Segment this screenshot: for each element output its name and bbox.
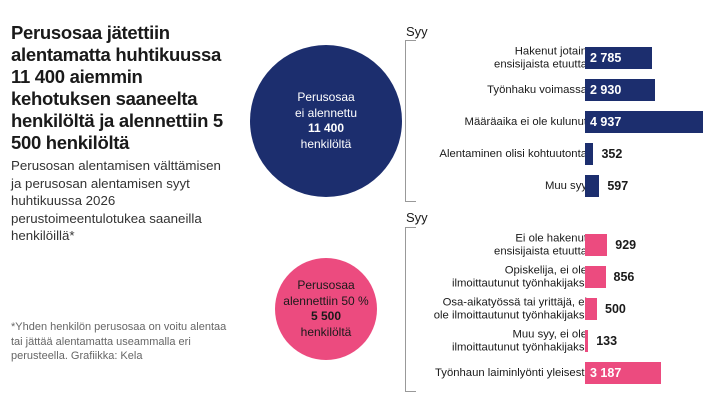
reasons-chart-reduced: Ei ole hakenut ensisijaista etuutta 929 Opi… xyxy=(405,227,720,392)
category-label-line: Määräaika ei ole kulunut xyxy=(464,115,587,128)
category-label-line: Hakenut jotain xyxy=(514,45,587,58)
category-label: Työnhaun laiminlyönti yleisesti xyxy=(435,367,587,380)
axis-title-reduced: Syy xyxy=(406,210,428,225)
circle-unit: henkilöltä xyxy=(300,324,352,339)
subtitle: Perusosan alentamisen välttämisen ja per… xyxy=(11,158,221,243)
category-label: Opiskelija, ei ole ilmoittautunut työnhak… xyxy=(452,265,587,290)
value-label: 2 930 xyxy=(590,83,622,97)
value-label: 133 xyxy=(596,334,618,348)
category-label-line: ensisijaista etuutta xyxy=(494,245,587,257)
bar xyxy=(585,175,600,197)
category-label-line: Ei ole hakenut xyxy=(515,232,587,245)
category-label-line: ensisijaista etuutta xyxy=(494,58,587,70)
circle-count: 5 500 xyxy=(310,309,342,323)
bar-row: Opiskelija, ei ole ilmoittautunut työnhak… xyxy=(405,262,720,292)
category-label: Hakenut jotain ensisijaista etuutta xyxy=(494,46,587,71)
circle-label-line2: ei alennettu xyxy=(294,105,358,120)
bar-row: Muu syy, ei ole ilmoittautunut työnhakija… xyxy=(405,326,720,356)
bar-row: Alentaminen olisi kohtuutonta 352 xyxy=(405,139,720,169)
value-label: 856 xyxy=(613,270,635,284)
bar xyxy=(585,266,606,288)
bar-row: Ei ole hakenut ensisijaista etuutta 929 xyxy=(405,230,720,260)
value-label: 4 937 xyxy=(590,115,622,129)
bar-row: Hakenut jotain ensisijaista etuutta 2 785 xyxy=(405,43,720,73)
reduced-circle: Perusosaa alennettiin 50 % 5 500 henkilö… xyxy=(275,258,377,360)
bar-row: Työnhaku voimassa 2 930 xyxy=(405,75,720,105)
bar xyxy=(585,234,608,256)
category-label: Työnhaku voimassa xyxy=(487,84,587,97)
bar xyxy=(585,111,704,133)
category-label-line: Alentaminen olisi kohtuutonta xyxy=(439,147,587,160)
value-label: 500 xyxy=(605,302,626,316)
category-label-line: ilmoittautunut työnhakijaksi xyxy=(451,341,587,353)
bar xyxy=(585,47,652,69)
bar-row: Määräaika ei ole kulunut 4 937 xyxy=(405,107,720,137)
value-label: 352 xyxy=(601,147,623,161)
circle-unit: henkilöltä xyxy=(300,136,352,151)
category-label-line: Muu syy, ei ole xyxy=(512,328,587,341)
footnote: *Yhden henkilön perusosaa on voitu alent… xyxy=(11,321,227,362)
category-label-line: Osa-aikatyössä tai yrittäjä, ei xyxy=(442,296,587,309)
bracket-line xyxy=(405,40,416,202)
category-label-line: Muu syy xyxy=(544,179,587,192)
bar xyxy=(585,79,656,101)
category-label: Muu syy, ei ole ilmoittautunut työnhakija… xyxy=(452,329,587,354)
not-reduced-circle: Perusosaa ei alennettu 11 400 henkilöltä xyxy=(250,45,402,197)
category-label: Alentaminen olisi kohtuutonta xyxy=(439,148,587,161)
bar-row: Osa-aikatyössä tai yrittäjä, ei ole ilmoi… xyxy=(405,294,720,324)
category-label-line: Työnhaun laiminlyönti yleisesti xyxy=(435,366,587,379)
bar-row: Muu syy 597 xyxy=(405,171,720,201)
category-label: Osa-aikatyössä tai yrittäjä, ei ole ilmoi… xyxy=(434,297,587,322)
category-label-line: ilmoittautunut työnhakijaksi xyxy=(451,277,587,289)
category-label-line: Työnhaku voimassa xyxy=(487,83,587,96)
headline: Perusosaa jätettiin alentamatta huhtikuu… xyxy=(11,22,223,153)
circle-label-line1: Perusosaa xyxy=(297,90,355,104)
circle-label-line2: alennettiin 50 % xyxy=(283,293,369,308)
bar xyxy=(585,362,662,384)
value-label: 929 xyxy=(615,238,637,252)
category-label: Ei ole hakenut ensisijaista etuutta xyxy=(494,233,587,258)
circle-label-line1: Perusosaa xyxy=(297,278,355,292)
value-label: 597 xyxy=(607,179,629,193)
bracket-line xyxy=(405,227,416,392)
bar xyxy=(585,143,594,165)
category-label: Muu syy xyxy=(545,180,587,193)
bar xyxy=(585,330,589,352)
bar-row: Työnhaun laiminlyönti yleisesti 3 187 xyxy=(405,358,720,388)
category-label-line: Opiskelija, ei ole xyxy=(504,264,587,277)
category-label-line: ole ilmoittautunut työnhakijaksi xyxy=(433,309,587,321)
value-label: 3 187 xyxy=(590,366,622,380)
reasons-chart-not-reduced: Hakenut jotain ensisijaista etuutta 2 785 T… xyxy=(405,40,720,202)
category-label: Määräaika ei ole kulunut xyxy=(465,116,587,129)
value-label: 2 785 xyxy=(590,51,622,65)
bar xyxy=(585,298,597,320)
axis-title-not-reduced: Syy xyxy=(406,24,428,39)
circle-count: 11 400 xyxy=(307,121,345,135)
